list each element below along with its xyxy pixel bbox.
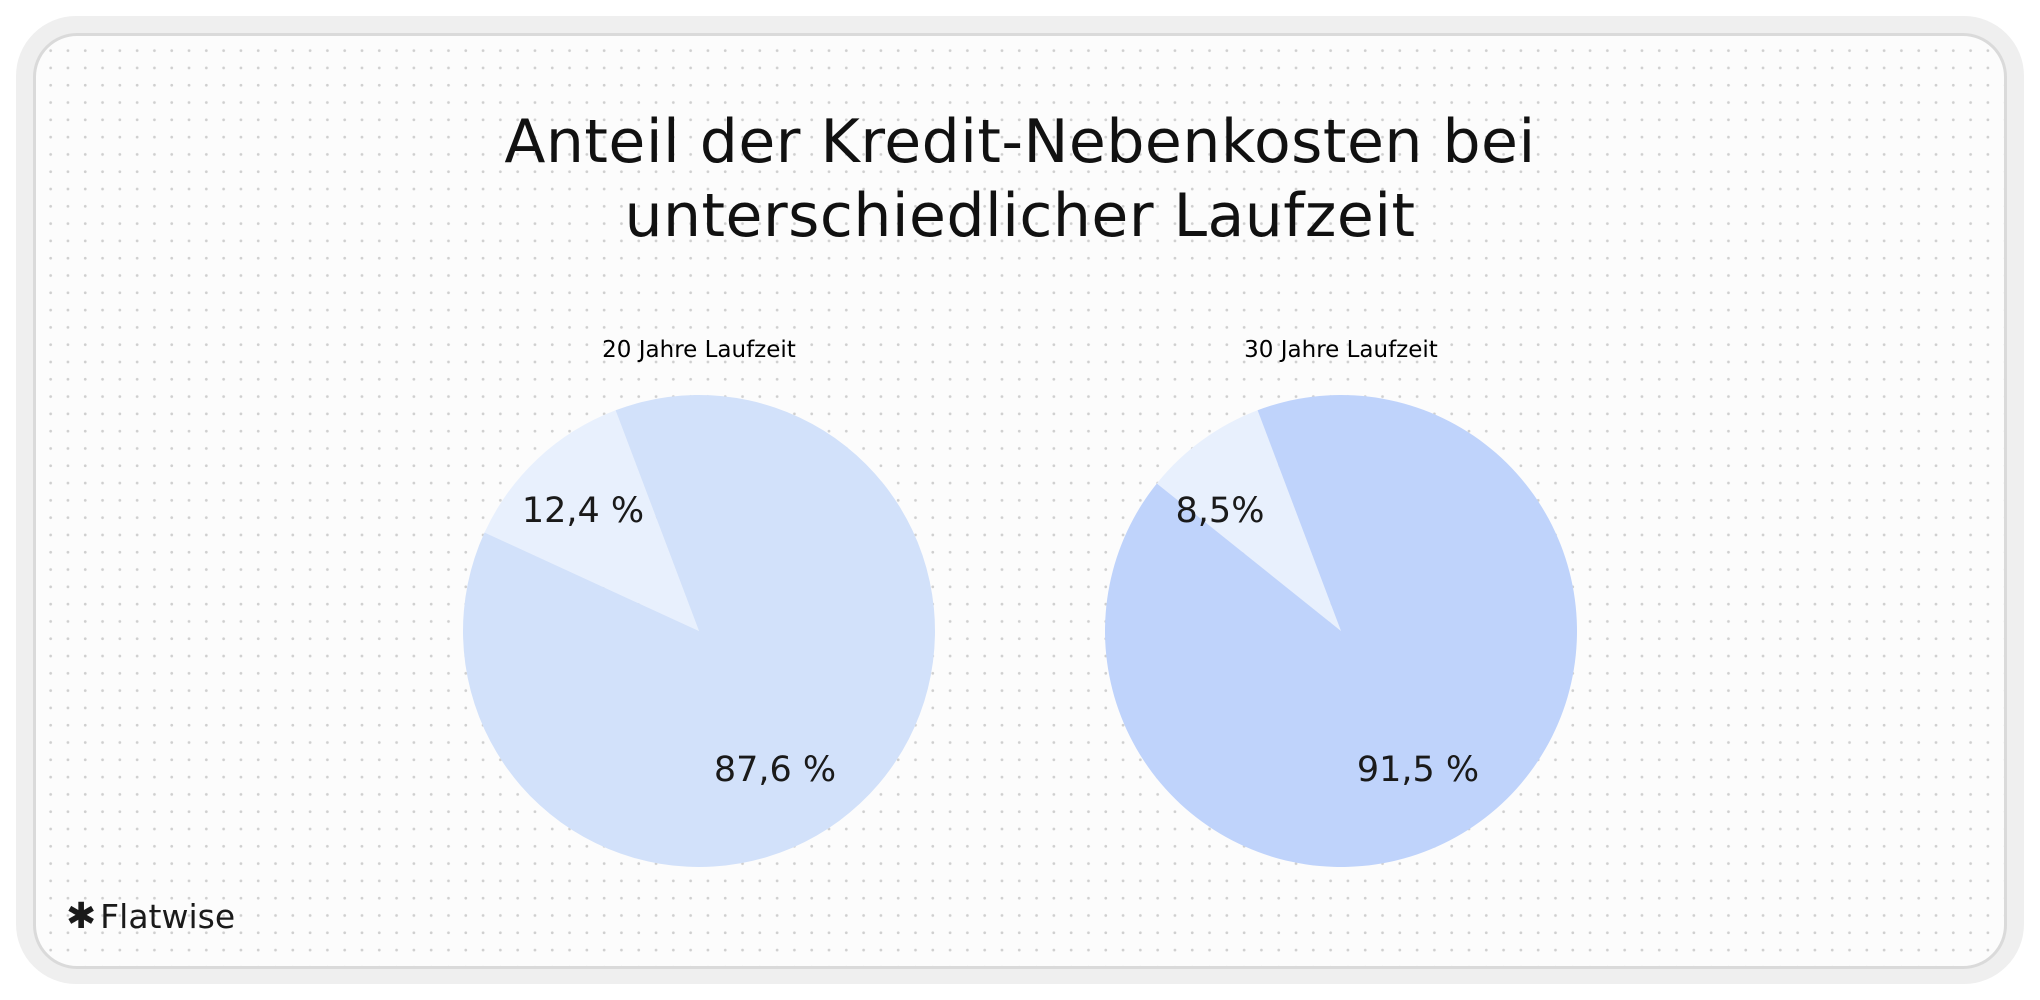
slice-label-small: 12,4 % <box>522 491 644 531</box>
pie-slice-small <box>1156 410 1341 631</box>
pie-chart-20-years: 20 Jahre Laufzeit 12,4 % 87,6 % <box>462 337 935 867</box>
title-line-2: unterschiedlicher Laufzeit <box>624 181 1416 251</box>
pie-slice-small <box>484 410 699 631</box>
pie-slices <box>462 395 935 867</box>
chart-title: Anteil der Kredit-Nebenkosten bei unters… <box>0 105 2040 253</box>
pie-chart-30-years: 30 Jahre Laufzeit 8,5% 91,5 % <box>1105 337 1578 867</box>
pie-slice-large <box>462 395 935 867</box>
slice-label-small: 8,5% <box>1176 491 1265 531</box>
slice-label-large: 87,6 % <box>714 750 836 790</box>
pie-title: 20 Jahre Laufzeit <box>602 337 796 363</box>
chart-card <box>33 33 2007 969</box>
pie-title: 30 Jahre Laufzeit <box>1244 337 1438 363</box>
logo-text: Flatwise <box>100 897 236 936</box>
asterisk-icon: ✱ <box>66 896 97 937</box>
slice-label-large: 91,5 % <box>1357 750 1479 790</box>
flatwise-logo: ✱ Flatwise <box>66 896 235 937</box>
title-line-1: Anteil der Kredit-Nebenkosten bei <box>504 107 1536 177</box>
pie-slice-large <box>1105 394 1578 867</box>
pie-slices <box>1105 394 1578 867</box>
